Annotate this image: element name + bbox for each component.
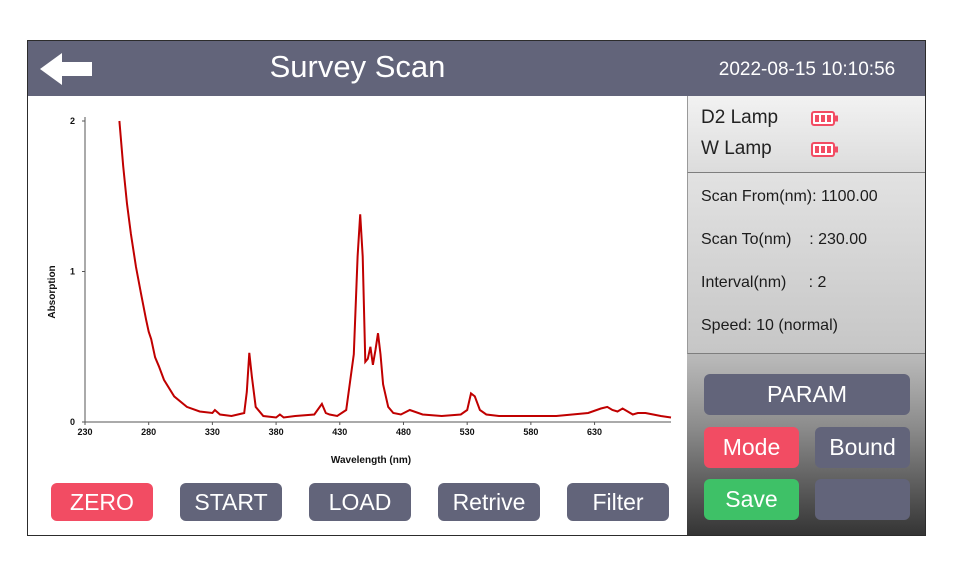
battery-full-icon <box>811 142 838 157</box>
x-tick-label: 430 <box>332 427 347 437</box>
chart-svg: 230 280 330 380 430 480 530 580 630 0 1 2 Wavelengt… <box>47 116 672 466</box>
scan-params-panel: Scan From(nm): 1100.00 Scan To(nm) : 230… <box>687 173 925 354</box>
arrow-left-icon[interactable] <box>40 53 94 85</box>
speed-value: Speed: 10 (normal) <box>701 317 838 334</box>
page-title: Survey Scan <box>269 49 446 84</box>
spectrum-chart: 230 280 330 380 430 480 530 580 630 0 1 2 Wavelengt… <box>28 96 687 481</box>
scan-to-value: Scan To(nm) : 230.00 <box>701 231 868 248</box>
param-button[interactable]: PARAM <box>704 374 910 415</box>
y-tick-label: 2 <box>70 116 75 126</box>
zero-button[interactable]: ZERO <box>51 483 153 521</box>
series-line <box>118 120 672 419</box>
x-tick-label: 480 <box>396 427 411 437</box>
x-tick-label: 380 <box>269 427 284 437</box>
x-tick-label: 630 <box>587 427 602 437</box>
bound-button[interactable]: Bound <box>815 427 910 468</box>
chart-ticks: 230 280 330 380 430 480 530 580 630 0 1 2 <box>70 116 602 437</box>
lamp-label: W Lamp <box>701 138 772 159</box>
battery-full-icon <box>811 111 838 126</box>
bottom-toolbar: ZERO START LOAD Retrive Filter <box>28 481 687 535</box>
lamp-row-w: W Lamp <box>701 138 772 160</box>
scan-from-value: Scan From(nm): 1100.00 <box>701 188 878 205</box>
filter-button[interactable]: Filter <box>567 483 669 521</box>
interval-value: Interval(nm) : 2 <box>701 274 827 291</box>
side-panel: D2 Lamp W Lamp Scan From(nm): 1100. <box>687 96 925 535</box>
y-tick-label: 1 <box>70 267 75 277</box>
retrive-button[interactable]: Retrive <box>438 483 540 521</box>
x-tick-label: 330 <box>205 427 220 437</box>
start-button[interactable]: START <box>180 483 282 521</box>
load-button[interactable]: LOAD <box>309 483 411 521</box>
lamp-row-d2: D2 Lamp <box>701 107 778 129</box>
title-bar: Survey Scan <box>28 41 687 96</box>
lamp-label: D2 Lamp <box>701 107 779 128</box>
x-tick-label: 230 <box>77 427 92 437</box>
save-button[interactable]: Save <box>704 479 799 520</box>
y-axis-label: Absorption <box>47 265 58 318</box>
lamp-status-panel: D2 Lamp W Lamp <box>687 96 925 173</box>
chart-axes <box>84 117 671 423</box>
app-frame: Survey Scan 2022-08-15 10:10:56 230 280 33… <box>27 40 926 536</box>
datetime-display: 2022-08-15 10:10:56 <box>687 41 925 96</box>
x-tick-label: 280 <box>141 427 156 437</box>
blank-button[interactable] <box>815 479 910 520</box>
x-tick-label: 530 <box>460 427 475 437</box>
x-axis-label: Wavelength (nm) <box>331 455 411 466</box>
x-tick-label: 580 <box>523 427 538 437</box>
y-tick-label: 0 <box>70 417 75 427</box>
mode-button[interactable]: Mode <box>704 427 799 468</box>
